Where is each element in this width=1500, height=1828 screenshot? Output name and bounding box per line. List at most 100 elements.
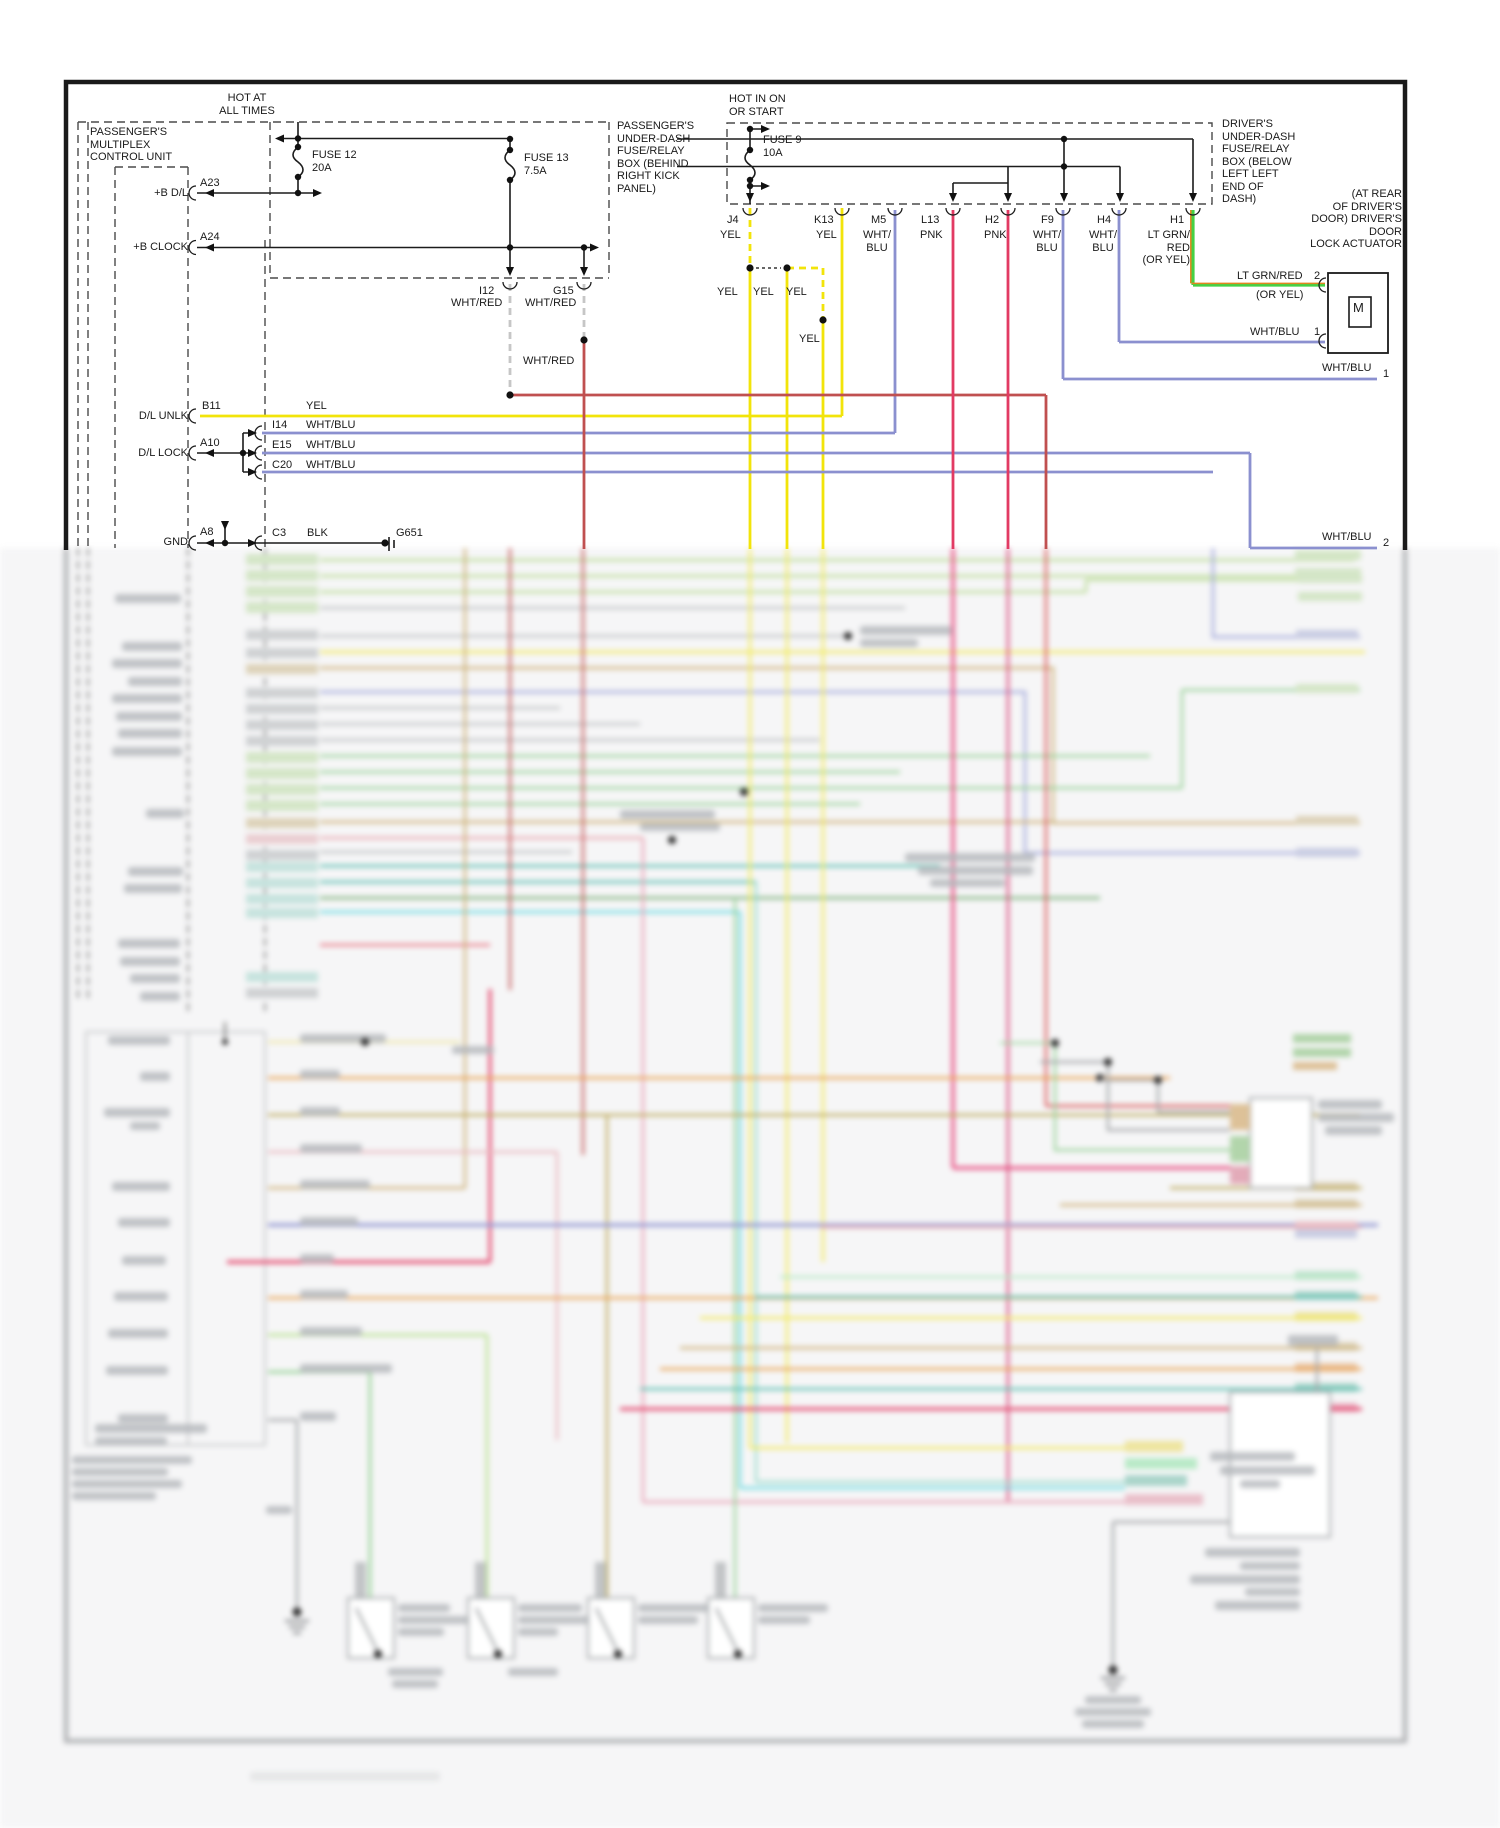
blurred-lower-diagram bbox=[0, 548, 1500, 1828]
terminal-k13: K13 bbox=[814, 214, 834, 226]
blurred-vertical-wires bbox=[463, 548, 1230, 1598]
bottom-switches bbox=[347, 1562, 828, 1688]
terminal-e15: E15 bbox=[272, 439, 292, 451]
terminal-h2: H2 bbox=[985, 214, 1000, 226]
terminal-h1: H1 bbox=[1170, 214, 1185, 226]
wire-color-yel-b11: YEL bbox=[306, 400, 327, 412]
right-edge-whtblu-2-color: WHT/BLU bbox=[1322, 531, 1372, 543]
pin-dl-unlk-label: D/L UNLK bbox=[138, 410, 188, 422]
wire-h1-ltgrn bbox=[1191, 210, 1325, 287]
wire-color-yel-j4: YEL bbox=[720, 229, 741, 241]
driver-underdash-box-label: DRIVER'S UNDER-DASH FUSE/RELAY BOX (BELO… bbox=[1222, 118, 1296, 205]
wire-color-whtblu-e15: WHT/BLU bbox=[306, 439, 356, 451]
wire-color-ltgrnred-h1: LT GRN/ RED (OR YEL) bbox=[1142, 229, 1190, 266]
lower-control-unit-box bbox=[85, 1022, 266, 1446]
ground-left bbox=[266, 1506, 309, 1635]
right-edge-terminal-2: 2 bbox=[1383, 537, 1390, 549]
watermark-blob bbox=[250, 1772, 440, 1781]
actuator-pin2-number: 2 bbox=[1314, 270, 1321, 282]
wire-color-whtblu-c20: WHT/BLU bbox=[306, 459, 356, 471]
hot-at-all-times-label: HOT AT ALL TIMES bbox=[219, 92, 275, 117]
wire-color-whtred-i12: WHT/RED bbox=[451, 297, 503, 309]
wire-h4 bbox=[1117, 210, 1325, 344]
fuse-13-label: FUSE 13 7.5A bbox=[524, 152, 569, 177]
pin-dl-lock-label: D/L LOCK bbox=[138, 447, 188, 459]
wire-h1-red-stripe bbox=[1190, 210, 1325, 285]
actuator-pin1-number: 1 bbox=[1314, 326, 1321, 338]
wire-e15 bbox=[262, 451, 1377, 550]
wire-f9 bbox=[1061, 210, 1377, 381]
wire-color-yel-mid3: YEL bbox=[786, 286, 807, 298]
wire-color-yel-mid2: YEL bbox=[753, 286, 774, 298]
fuse-9-label: FUSE 9 10A bbox=[763, 134, 802, 159]
terminal-c3: C3 bbox=[272, 527, 287, 539]
dashed-boxes bbox=[77, 121, 1213, 548]
wire-color-yel-k13: YEL bbox=[816, 229, 837, 241]
terminal-h4: H4 bbox=[1097, 214, 1112, 226]
passenger-underdash-box-label: PASSENGER'S UNDER-DASH FUSE/RELAY BOX (B… bbox=[617, 120, 695, 195]
fuse-12-symbol bbox=[292, 146, 304, 178]
wire-color-whtblu-h4: WHT/ BLU bbox=[1088, 229, 1118, 254]
wire-color-blk: BLK bbox=[307, 527, 328, 539]
wire-color-pnk-l13: PNK bbox=[920, 229, 943, 241]
pin-b-dl-label: +B D/L bbox=[154, 187, 188, 199]
arrowheads bbox=[205, 125, 1345, 547]
terminal-i14: I14 bbox=[272, 419, 288, 431]
diagram-border-lower bbox=[63, 548, 1408, 1744]
hot-in-on-label: HOT IN ON OR START bbox=[729, 93, 786, 118]
blurred-horizontal-wires bbox=[320, 548, 1365, 947]
door-lock-actuator-symbol bbox=[1327, 272, 1389, 354]
actuator-pin1-color: WHT/BLU bbox=[1250, 326, 1300, 338]
dashed-box-continuations bbox=[77, 548, 266, 1015]
pin-b-clock-label: +B CLOCK bbox=[133, 241, 188, 253]
terminal-m5: M5 bbox=[871, 214, 887, 226]
bottom-connector-cluster bbox=[1125, 1441, 1315, 1505]
right-edge-feed-wires bbox=[620, 1186, 1362, 1411]
motor-symbol-label: M bbox=[1353, 300, 1364, 315]
right-edge-terminal-1: 1 bbox=[1383, 368, 1390, 380]
connector-column-blobs bbox=[246, 554, 318, 998]
terminal-l13: L13 bbox=[921, 214, 940, 226]
colored-wires bbox=[200, 208, 1377, 550]
fuse-9-symbol bbox=[744, 149, 756, 181]
ground-g651-label: G651 bbox=[396, 527, 423, 539]
terminal-g15: G15 bbox=[553, 285, 574, 297]
terminal-f9: F9 bbox=[1041, 214, 1054, 226]
wire-color-whtblu-m5: WHT/ BLU bbox=[862, 229, 892, 254]
wire-color-yel-mid1: YEL bbox=[717, 286, 738, 298]
terminal-j4: J4 bbox=[727, 214, 739, 226]
black-circuit-lines bbox=[197, 122, 1371, 551]
fuse-13-symbol bbox=[504, 149, 516, 181]
blurred-wiring-svg bbox=[0, 548, 1500, 1828]
junction-dots bbox=[221, 125, 1068, 547]
wire-i14-m5 bbox=[262, 210, 897, 435]
wire-color-whtblu-f9: WHT/ BLU bbox=[1032, 229, 1062, 254]
wire-color-whtblu-i14: WHT/BLU bbox=[306, 419, 356, 431]
diagram-border bbox=[63, 79, 1408, 550]
fuse-12-label: FUSE 12 20A bbox=[312, 149, 357, 174]
terminal-b11: B11 bbox=[202, 400, 221, 412]
terminal-i12: I12 bbox=[479, 285, 495, 297]
terminal-a8: A8 bbox=[200, 526, 214, 538]
right-component-box-2 bbox=[1075, 1335, 1338, 1728]
terminal-c20: C20 bbox=[272, 459, 293, 471]
door-lock-actuator-label: (AT REAR OF DRIVER'S DOOR) DRIVER'S DOOR… bbox=[1310, 188, 1402, 250]
lower-box-label-blobs bbox=[72, 1034, 494, 1500]
wire-color-whtred-g15: WHT/RED bbox=[525, 297, 577, 309]
wire-color-whtred-mid: WHT/RED bbox=[523, 355, 575, 367]
wire-color-yel-mid4: YEL bbox=[799, 333, 820, 345]
terminal-a24: A24 bbox=[200, 231, 220, 243]
right-edge-whtblu-1-color: WHT/BLU bbox=[1322, 362, 1372, 374]
terminal-a10: A10 bbox=[200, 437, 220, 449]
passenger-mcu-label: PASSENGER'S MULTIPLEX CONTROL UNIT bbox=[90, 126, 173, 163]
actuator-pin2-oryel: (OR YEL) bbox=[1256, 289, 1304, 301]
wire-wht-red-run bbox=[510, 393, 1048, 549]
actuator-pin2-color: LT GRN/RED bbox=[1237, 270, 1303, 282]
wire-yel-dashed-corner bbox=[787, 266, 825, 320]
terminal-a23: A23 bbox=[200, 177, 220, 189]
wire-color-pnk-h2: PNK bbox=[984, 229, 1007, 241]
left-pin-label-blobs bbox=[112, 594, 184, 1001]
pin-gnd-label: GND bbox=[163, 536, 188, 548]
